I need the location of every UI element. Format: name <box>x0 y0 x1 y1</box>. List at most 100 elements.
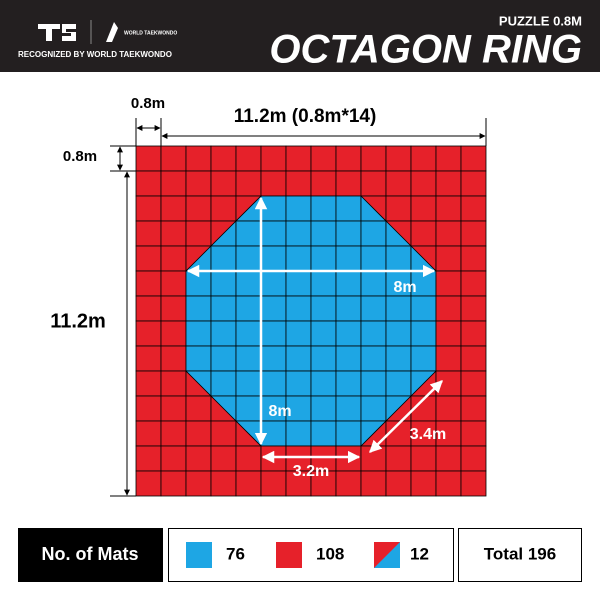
mat-red <box>385 470 412 497</box>
mat-red <box>435 195 462 222</box>
mat-blue <box>260 320 287 347</box>
mat-red <box>135 220 162 247</box>
dim-label: 3.4m <box>410 426 446 443</box>
mat-grid <box>135 145 487 497</box>
product: PUZZLE 0.8M <box>499 13 582 28</box>
mat-red <box>210 420 237 447</box>
mat-blue <box>335 320 362 347</box>
dim-label: 3.2m <box>293 463 329 480</box>
mat-red <box>460 470 487 497</box>
count-red: 108 <box>316 544 344 563</box>
mat-red <box>185 420 212 447</box>
mat-red <box>160 345 187 372</box>
mat-blue <box>235 295 262 322</box>
mat-blue <box>285 320 312 347</box>
mat-blue <box>210 295 237 322</box>
mat-red <box>160 220 187 247</box>
legend: No. of Mats 76 108 12 Total 196 <box>18 528 582 582</box>
count-mixed: 12 <box>410 544 429 563</box>
mat-blue <box>285 295 312 322</box>
mat-blue <box>285 220 312 247</box>
mat-red <box>460 395 487 422</box>
mat-red <box>235 145 262 172</box>
mat-blue <box>260 420 287 447</box>
mat-red <box>385 445 412 472</box>
mat-red <box>460 320 487 347</box>
mat-blue <box>185 270 212 297</box>
mat-red <box>260 445 287 472</box>
mat-blue <box>260 295 287 322</box>
mat-red <box>460 245 487 272</box>
mat-red <box>385 195 412 222</box>
mat-red <box>160 195 187 222</box>
mat-blue <box>260 195 287 222</box>
mat-blue <box>360 395 387 422</box>
mat-blue <box>385 345 412 372</box>
mat-red <box>185 470 212 497</box>
mat-blue <box>335 270 362 297</box>
mat-red <box>460 445 487 472</box>
mat-red <box>160 270 187 297</box>
mat-blue <box>360 245 387 272</box>
mat-red <box>435 170 462 197</box>
mat-blue <box>335 370 362 397</box>
mat-red <box>310 145 337 172</box>
mat-red <box>160 470 187 497</box>
mat-red <box>460 345 487 372</box>
mat-red <box>460 170 487 197</box>
mat-red <box>235 445 262 472</box>
dim-label: 11.2m (0.8m*14) <box>234 106 377 127</box>
mat-red <box>460 220 487 247</box>
mat-red <box>135 245 162 272</box>
mat-red <box>460 195 487 222</box>
swatch-mixed-half <box>374 542 400 568</box>
mat-blue <box>310 295 337 322</box>
mat-red <box>135 195 162 222</box>
mat-red <box>335 145 362 172</box>
count-blue: 76 <box>226 544 245 563</box>
mat-red <box>135 145 162 172</box>
mat-blue <box>235 345 262 372</box>
mat-red <box>410 220 437 247</box>
mat-red <box>410 470 437 497</box>
mat-blue <box>235 245 262 272</box>
mat-red <box>410 170 437 197</box>
mat-blue <box>310 270 337 297</box>
mat-red <box>310 170 337 197</box>
mat-blue <box>185 295 212 322</box>
dimension-lines <box>110 118 487 497</box>
mat-blue <box>310 370 337 397</box>
mat-red <box>210 170 237 197</box>
mat-blue <box>310 395 337 422</box>
mat-red <box>435 245 462 272</box>
mat-red <box>135 345 162 372</box>
mat-blue <box>335 220 362 247</box>
dim-label: 8m <box>393 279 416 296</box>
mat-blue <box>285 245 312 272</box>
mat-red <box>135 420 162 447</box>
mat-blue <box>285 370 312 397</box>
mat-blue <box>335 195 362 222</box>
mat-red <box>435 345 462 372</box>
mat-blue <box>385 295 412 322</box>
mat-blue <box>385 245 412 272</box>
logo-text: WORLD TAEKWONDO <box>124 30 177 36</box>
mat-blue <box>210 370 237 397</box>
mat-red <box>160 395 187 422</box>
mat-red <box>210 445 237 472</box>
mat-blue <box>285 420 312 447</box>
recognized: RECOGNIZED BY WORLD TAEKWONDO <box>18 50 172 59</box>
mat-red <box>260 470 287 497</box>
header-bar <box>0 0 600 72</box>
mat-red <box>435 445 462 472</box>
mat-red <box>460 270 487 297</box>
mat-blue <box>185 345 212 372</box>
legend-label: No. of Mats <box>42 544 139 564</box>
dim-label: 8m <box>268 403 291 420</box>
mat-blue <box>260 270 287 297</box>
mat-blue <box>360 370 387 397</box>
mat-blue <box>210 320 237 347</box>
dim-label: 0.8m <box>131 95 165 112</box>
mat-blue <box>185 320 212 347</box>
mat-red <box>335 470 362 497</box>
